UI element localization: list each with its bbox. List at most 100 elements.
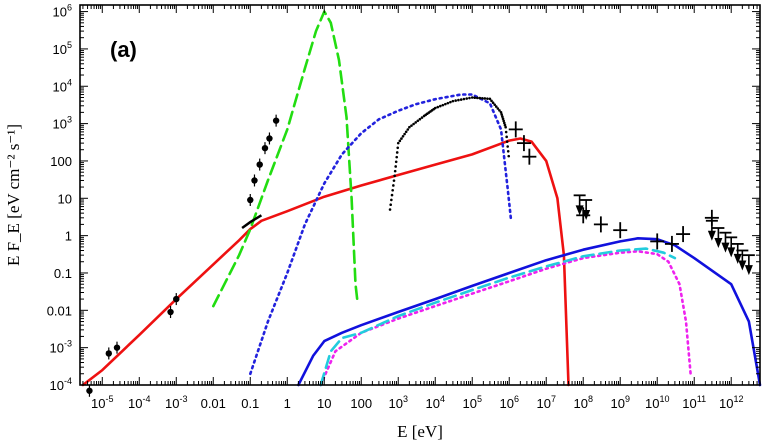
y-tick-label: 0.01 (47, 303, 72, 318)
upper-limit-arrow (733, 253, 742, 264)
x-tick-label: 10-3 (165, 394, 187, 411)
upper-limit-arrow (707, 230, 716, 241)
x-tick-label: 106 (499, 394, 518, 411)
xray-spectrum-point (475, 96, 479, 100)
x-tick-label: 100 (350, 396, 372, 411)
y-tick-label: 10 (58, 191, 72, 206)
xray-spectrum-point (436, 105, 440, 109)
y-tick-label: 10-3 (50, 339, 72, 356)
series-red-solid (81, 137, 570, 387)
xray-spectrum-point (433, 106, 437, 110)
xray-spectrum-point (473, 96, 477, 99)
series-magenta-dotted (319, 250, 692, 387)
y-tick-label-exponent: 4 (67, 77, 72, 87)
x-tick-label: 108 (573, 394, 592, 411)
xray-spectrum-point (494, 105, 498, 108)
xray-spectrum-point (470, 96, 474, 99)
xray-spectrum-point (416, 119, 420, 123)
xray-spectrum-point (389, 203, 392, 207)
xray-spectrum-point (496, 107, 500, 110)
xray-spectrum-point (403, 132, 406, 136)
x-tick-label: 105 (462, 394, 481, 411)
xray-spectrum-point (390, 193, 394, 197)
xray-spectrum-point (394, 160, 398, 164)
upper-limit-arrow (721, 242, 730, 253)
x-axis-title: E [eV] (397, 422, 443, 441)
series-blue-solid (297, 237, 762, 387)
xray-spectrum-point (401, 135, 405, 138)
x-tick-label-exponent: 11 (697, 394, 706, 404)
xray-spectrum-point (486, 97, 489, 100)
xray-spectrum-point (504, 125, 507, 129)
x-tick-label-exponent: 8 (588, 394, 593, 404)
y-tick-label: 0.1 (54, 266, 72, 281)
y-axis-title: E F_E [eV cm⁻² s⁻¹] (4, 124, 23, 266)
optical-segment (241, 214, 263, 230)
data-marker (272, 117, 280, 124)
xray-spectrum-point (449, 100, 452, 104)
x-tick-label: 10-5 (91, 394, 113, 411)
x-tick-label: 1 (284, 396, 291, 411)
xray-spectrum-point (478, 96, 482, 100)
xray-spectrum-point (388, 208, 392, 211)
y-tick-label: 105 (53, 40, 72, 57)
xray-spectrum-point (408, 125, 411, 129)
panel-label: (a) (110, 37, 137, 62)
x-tick-label-exponent: 3 (403, 394, 408, 404)
upper-limit-arrow (738, 260, 747, 271)
y-tick-label-exponent: -4 (64, 376, 72, 386)
x-tick-label-exponent: -5 (106, 394, 114, 404)
data-marker (256, 161, 263, 168)
xray-spectrum-point (499, 111, 503, 114)
y-tick-label: 104 (53, 77, 72, 94)
xray-spectrum-point (392, 184, 395, 187)
x-tick-label: 10 (317, 396, 331, 411)
x-tick-labels: 10-5 10-4 10-3 0.01 0.1 1 10 100 103 104 105 106 107… (91, 394, 743, 411)
data-marker (105, 350, 112, 357)
xray-spectrum-point (488, 97, 492, 101)
plot-background (80, 5, 760, 385)
x-tick-label-exponent: 4 (440, 394, 445, 404)
xray-spectrum-point (404, 130, 408, 134)
y-tick-label: 103 (53, 115, 72, 132)
xray-spectrum-point (457, 98, 460, 102)
xray-spectrum-point (438, 104, 442, 108)
xray-spectrum-point (395, 151, 399, 154)
xray-spectrum-point (491, 101, 495, 105)
xray-spectrum-point (507, 154, 511, 158)
x-tick-label-exponent: -3 (179, 394, 187, 404)
x-tick-label: 104 (425, 394, 444, 411)
xray-spectrum-point (465, 97, 469, 100)
x-tick-label-exponent: 9 (625, 394, 630, 404)
xray-spectrum-point (398, 139, 402, 143)
xray-spectrum-point (505, 135, 508, 139)
x-tick-label: 103 (389, 394, 408, 411)
data-marker (167, 308, 174, 316)
x-tick-label: 0.1 (241, 396, 259, 411)
data-marker (173, 295, 180, 303)
xray-spectrum-point (506, 150, 510, 153)
xray-spectrum-point (490, 99, 493, 103)
xray-spectrum-point (506, 145, 509, 148)
xray-spectrum-point (462, 97, 466, 101)
upper-limit-arrow (727, 247, 736, 258)
upper-limit-arrow (582, 209, 591, 220)
xray-spectrum-point (446, 101, 450, 105)
xray-spectrum-point (451, 99, 455, 103)
xray-spectrum-point (504, 130, 508, 134)
y-tick-label-exponent: 3 (67, 115, 72, 125)
y-tick-label: 1 (65, 229, 72, 244)
xray-spectrum-point (392, 179, 396, 182)
y-tick-label: 10-4 (50, 376, 72, 393)
series-cyan-dashed (319, 247, 677, 387)
x-tick-label-exponent: 12 (733, 394, 743, 404)
xray-spectrum-point (418, 117, 422, 121)
xray-spectrum-point (503, 123, 507, 127)
xray-spectrum-point (483, 97, 487, 100)
data-marker (86, 387, 93, 394)
xray-spectrum-point (500, 113, 503, 116)
xray-spectrum-point (396, 141, 400, 145)
xray-spectrum-point (391, 188, 394, 192)
y-tick-label-exponent: 5 (67, 40, 72, 50)
